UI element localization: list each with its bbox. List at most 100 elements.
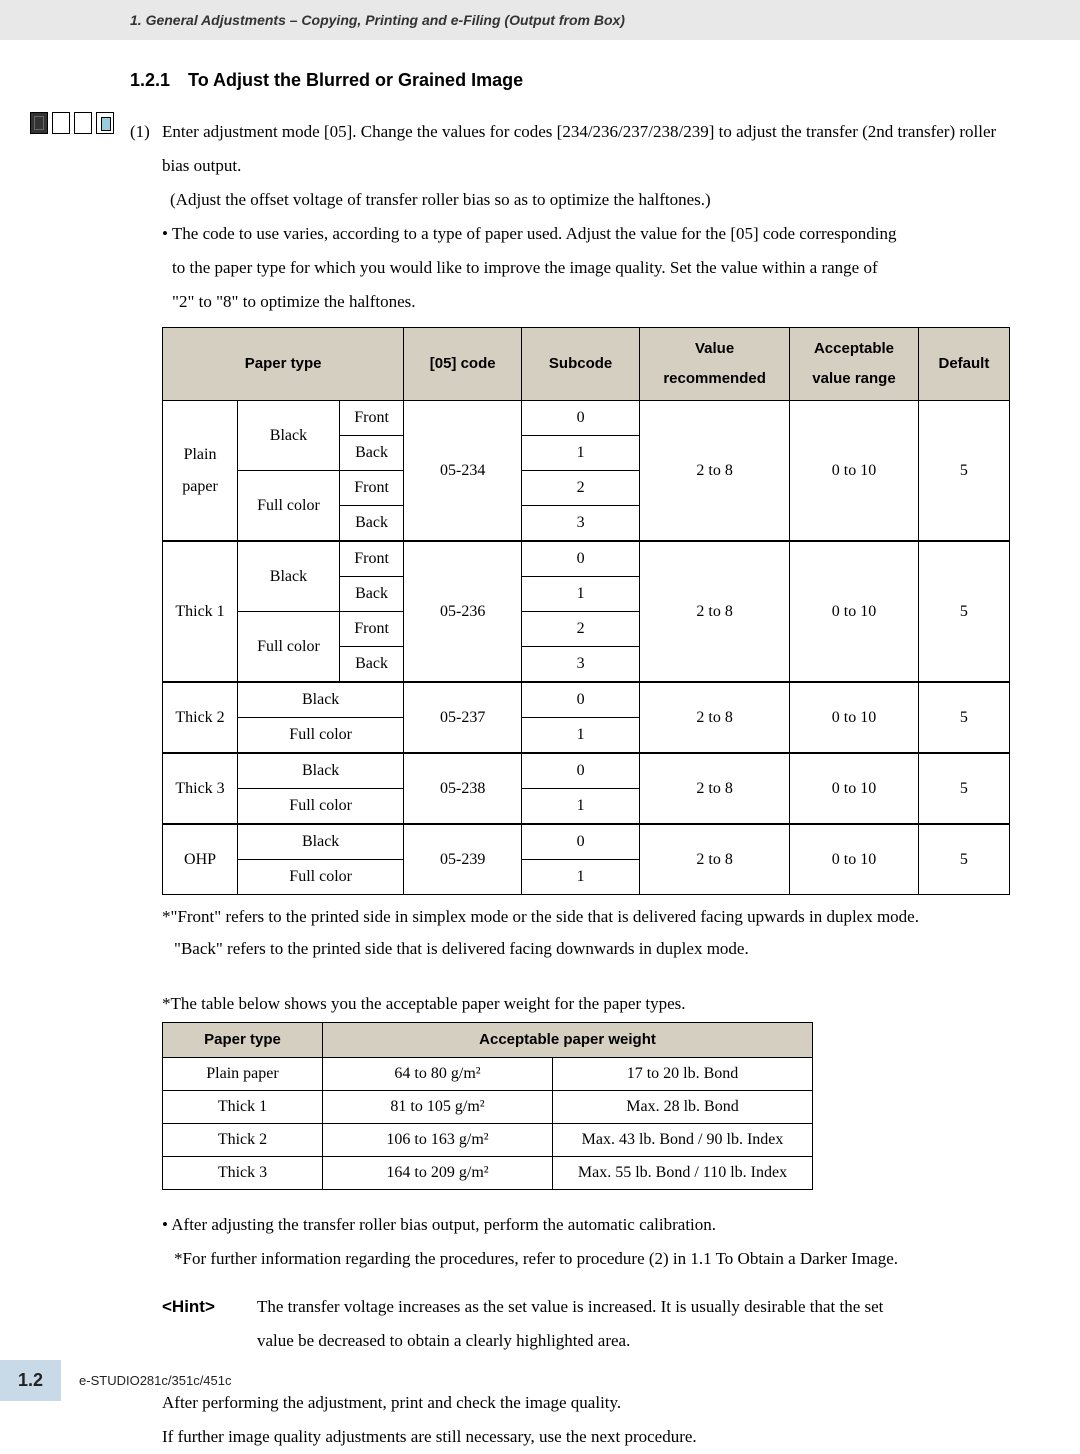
td: 17 to 20 lb. Bond: [553, 1057, 813, 1090]
bullet-text: "2" to "8" to optimize the halftones.: [172, 285, 1010, 319]
td: Full color: [238, 612, 340, 683]
th: Acceptable value range: [790, 328, 919, 401]
th: Paper type: [163, 1022, 323, 1057]
td: 0: [522, 541, 640, 577]
td: 2 to 8: [640, 753, 790, 824]
td: 0 to 10: [790, 753, 919, 824]
th: Acceptable paper weight: [323, 1022, 813, 1057]
section-badge: 1.2: [0, 1360, 61, 1401]
td: Black: [238, 541, 340, 612]
td: 3: [522, 647, 640, 683]
th: Paper type: [163, 328, 404, 401]
page-header: 1. General Adjustments – Copying, Printi…: [0, 0, 1080, 40]
td: Front: [339, 471, 403, 506]
section-number: 1.2.1: [130, 70, 170, 90]
section-title: 1.2.1 To Adjust the Blurred or Grained Im…: [130, 70, 1010, 91]
note: *The table below shows you the acceptabl…: [162, 988, 1010, 1020]
td: Plain paper: [163, 1057, 323, 1090]
hint: <Hint> The transfer voltage increases as…: [162, 1290, 1010, 1358]
td: 1: [522, 789, 640, 825]
td: 5: [918, 824, 1009, 895]
td: Full color: [238, 471, 340, 542]
step-1: (1) Enter adjustment mode [05]. Change t…: [130, 115, 1010, 1454]
td: 1: [522, 577, 640, 612]
hint-text: The transfer voltage increases as the se…: [257, 1290, 883, 1324]
td: Full color: [238, 789, 404, 825]
td: Back: [339, 506, 403, 542]
td: 64 to 80 g/m²: [323, 1057, 553, 1090]
td: Thick 2: [163, 1123, 323, 1156]
td: 2 to 8: [640, 682, 790, 753]
td: Front: [339, 612, 403, 647]
paragraph: If further image quality adjustments are…: [162, 1420, 1010, 1454]
td: 05-234: [404, 401, 522, 542]
td: 05-237: [404, 682, 522, 753]
paragraph: • After adjusting the transfer roller bi…: [162, 1208, 1010, 1242]
td: 05-236: [404, 541, 522, 682]
td: Black: [238, 753, 404, 789]
td: 05-238: [404, 753, 522, 824]
hint-label: <Hint>: [162, 1290, 257, 1358]
td: Thick 1: [163, 541, 238, 682]
td: Front: [339, 401, 403, 436]
paragraph: *For further information regarding the p…: [174, 1242, 1010, 1276]
td: Full color: [238, 718, 404, 754]
td: Black: [238, 401, 340, 471]
hint-text: value be decreased to obtain a clearly h…: [257, 1324, 883, 1358]
paragraph: Enter adjustment mode [05]. Change the v…: [162, 115, 1010, 183]
icon-4: [96, 112, 114, 134]
page-footer: 1.2 e-STUDIO281c/351c/451c: [0, 1360, 232, 1401]
td: Black: [238, 682, 404, 718]
td: 2 to 8: [640, 541, 790, 682]
note: "Back" refers to the printed side that i…: [174, 933, 1010, 965]
td: 5: [918, 541, 1009, 682]
section-heading: To Adjust the Blurred or Grained Image: [188, 70, 523, 90]
paragraph: (Adjust the offset voltage of transfer r…: [170, 183, 1010, 217]
td: 0: [522, 824, 640, 860]
icon-3: [74, 112, 92, 134]
paragraph: After performing the adjustment, print a…: [162, 1386, 1010, 1420]
mode-icons: [30, 112, 114, 134]
td: Front: [339, 541, 403, 577]
paper-weight-table: Paper type Acceptable paper weight Plain…: [162, 1022, 813, 1190]
td: Thick 2: [163, 682, 238, 753]
td: Max. 28 lb. Bond: [553, 1090, 813, 1123]
td: Thick 3: [163, 1156, 323, 1189]
td: 5: [918, 753, 1009, 824]
step-number: (1): [130, 115, 162, 1454]
th: Subcode: [522, 328, 640, 401]
note: *"Front" refers to the printed side in s…: [162, 901, 1010, 933]
td: Back: [339, 647, 403, 683]
model-name: e-STUDIO281c/351c/451c: [79, 1373, 231, 1388]
td: 1: [522, 860, 640, 895]
td: Black: [238, 824, 404, 860]
td: Full color: [238, 860, 404, 895]
icon-1: [30, 112, 48, 134]
th: Default: [918, 328, 1009, 401]
bullet-text: to the paper type for which you would li…: [172, 251, 1010, 285]
td: Thick 3: [163, 753, 238, 824]
td: OHP: [163, 824, 238, 895]
td: 0: [522, 682, 640, 718]
td: 0: [522, 401, 640, 436]
td: 05-239: [404, 824, 522, 895]
td: 0 to 10: [790, 541, 919, 682]
td: 106 to 163 g/m²: [323, 1123, 553, 1156]
td: Back: [339, 436, 403, 471]
td: Back: [339, 577, 403, 612]
td: Max. 55 lb. Bond / 110 lb. Index: [553, 1156, 813, 1189]
td: 0: [522, 753, 640, 789]
td: 1: [522, 718, 640, 754]
paper-type-table: Paper type [05] code Subcode Value recom…: [162, 327, 1010, 895]
td: 0 to 10: [790, 824, 919, 895]
td: 1: [522, 436, 640, 471]
td: Plain paper: [163, 401, 238, 542]
th: [05] code: [404, 328, 522, 401]
td: Max. 43 lb. Bond / 90 lb. Index: [553, 1123, 813, 1156]
th: Value recommended: [640, 328, 790, 401]
td: 0 to 10: [790, 401, 919, 542]
td: Thick 1: [163, 1090, 323, 1123]
td: 3: [522, 506, 640, 542]
td: 2: [522, 471, 640, 506]
td: 81 to 105 g/m²: [323, 1090, 553, 1123]
